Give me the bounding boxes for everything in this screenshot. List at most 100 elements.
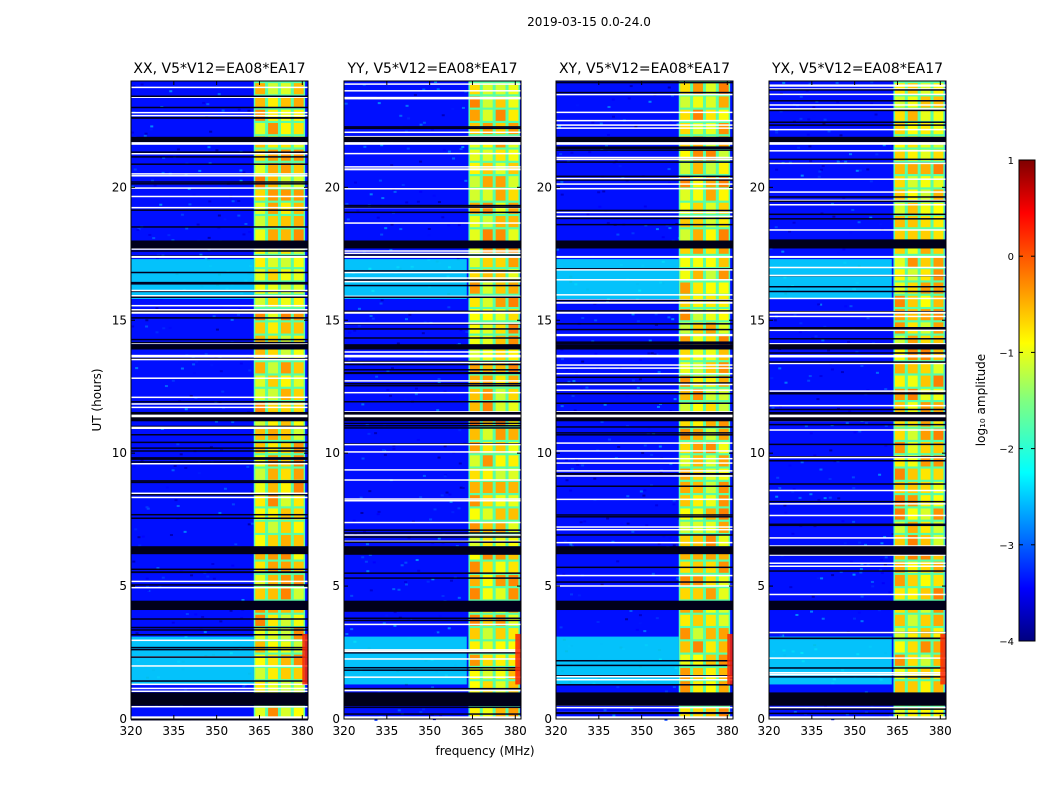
noise-speck <box>866 317 870 320</box>
band-cell <box>693 574 703 587</box>
noise-speck <box>171 379 175 382</box>
band-cell <box>255 83 266 95</box>
noise-speck <box>444 474 448 477</box>
noise-speck <box>581 360 585 363</box>
stripe <box>344 521 521 524</box>
band-cell <box>495 654 506 666</box>
band-cell <box>680 176 691 188</box>
band-cell <box>920 109 931 121</box>
band-cell <box>894 189 905 201</box>
noise-speck <box>775 495 779 498</box>
stripe <box>769 229 946 231</box>
noise-speck <box>602 190 606 193</box>
noise-speck <box>230 318 234 321</box>
noise-speck <box>799 117 803 120</box>
noise-speck <box>203 631 207 634</box>
stripe <box>556 269 733 271</box>
band-cell <box>705 667 716 680</box>
stripe <box>769 570 946 572</box>
band-cell <box>469 229 480 241</box>
band-cell <box>268 255 278 268</box>
stripe <box>556 183 733 185</box>
noise-speck <box>857 611 861 614</box>
band-cell <box>469 428 480 440</box>
stripe <box>556 294 733 296</box>
noise-speck <box>634 125 638 128</box>
y-tick-label: 5 <box>332 579 340 593</box>
band-cell <box>718 216 729 228</box>
band-cell <box>293 282 304 294</box>
noise-speck <box>162 327 166 330</box>
stripe <box>769 676 946 678</box>
noise-speck <box>572 380 576 383</box>
noise-speck <box>434 81 438 84</box>
band-cell <box>482 402 493 414</box>
noise-speck <box>655 228 659 231</box>
noise-speck <box>198 169 202 172</box>
noise-speck <box>603 403 607 406</box>
stripe <box>131 517 308 519</box>
stripe <box>131 153 308 155</box>
noise-speck <box>870 81 874 84</box>
band-cell <box>907 628 918 640</box>
band-cell <box>693 83 703 95</box>
band-cell <box>495 681 506 693</box>
noise-speck <box>449 579 453 582</box>
band-cell <box>482 83 493 95</box>
band-cell <box>255 574 266 587</box>
stripe <box>344 252 521 255</box>
noise-speck <box>212 315 216 318</box>
noise-speck <box>155 307 159 310</box>
stripe <box>769 503 946 505</box>
band-cell <box>508 561 519 573</box>
stripe <box>556 376 733 379</box>
noise-speck <box>131 185 135 188</box>
noise-speck <box>667 316 671 319</box>
noise-speck <box>426 580 430 583</box>
noise-speck <box>824 704 828 707</box>
noise-speck <box>631 313 635 316</box>
noise-speck <box>427 234 431 237</box>
noise-speck <box>173 464 177 467</box>
band-cell <box>268 149 278 161</box>
band-cell <box>293 189 304 201</box>
noise-speck <box>457 343 461 346</box>
noise-speck <box>638 622 642 625</box>
band-cell <box>705 614 716 626</box>
noise-speck <box>195 360 199 363</box>
noise-speck <box>631 530 635 533</box>
noise-speck <box>237 214 241 217</box>
band-cell <box>255 521 266 533</box>
noise-speck <box>447 306 451 309</box>
noise-speck <box>820 212 824 215</box>
band-cell <box>482 388 493 400</box>
band-cell <box>705 481 716 494</box>
band-cell <box>495 508 506 520</box>
stripe <box>131 117 308 119</box>
noise-speck <box>185 227 189 230</box>
stripe <box>131 151 308 153</box>
noise-speck <box>365 319 369 322</box>
noise-speck <box>603 709 607 712</box>
stripe <box>769 565 946 567</box>
noise-speck <box>353 181 357 184</box>
band-cell <box>469 388 480 400</box>
flagged-gap <box>556 240 733 249</box>
noise-speck <box>231 421 235 424</box>
noise-speck <box>452 157 456 160</box>
band-cell <box>693 322 703 334</box>
noise-speck <box>161 576 165 579</box>
band-cell <box>482 348 493 361</box>
x-tick-label: 320 <box>758 724 781 738</box>
noise-speck <box>819 375 823 378</box>
noise-speck <box>372 561 376 564</box>
noise-speck <box>406 147 410 150</box>
noise-speck <box>155 564 159 567</box>
band-cell <box>280 561 291 573</box>
band-cell <box>293 681 304 693</box>
noise-speck <box>842 248 846 251</box>
stripe <box>131 426 308 429</box>
stripe <box>131 95 308 98</box>
y-tick-label: 15 <box>112 313 127 327</box>
noise-speck <box>196 223 200 226</box>
